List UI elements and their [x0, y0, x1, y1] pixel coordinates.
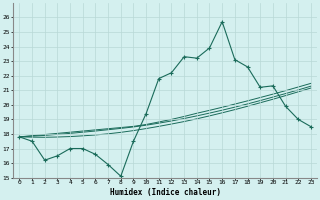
X-axis label: Humidex (Indice chaleur): Humidex (Indice chaleur) [110, 188, 220, 197]
